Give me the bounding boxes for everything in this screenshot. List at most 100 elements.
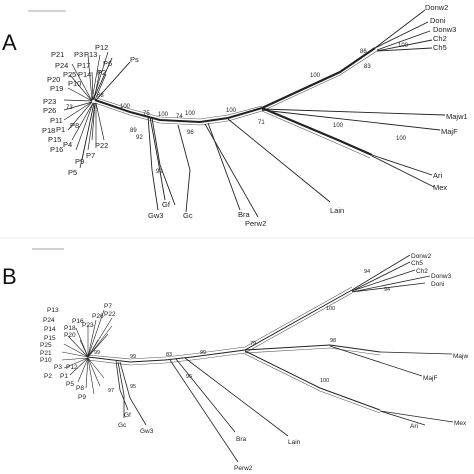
- taxon-label: Lain: [288, 439, 301, 446]
- taxon-label: P3: [54, 364, 62, 371]
- support-value: 92: [136, 135, 143, 141]
- taxon-label: P2: [97, 68, 106, 77]
- backbone-b: [87, 286, 381, 414]
- taxon-label: P22: [95, 141, 108, 150]
- taxon-label: Gw3: [148, 211, 163, 220]
- taxon-label: P24: [55, 61, 68, 70]
- taxon-label: Doni: [431, 281, 444, 288]
- taxon-label: P13: [84, 50, 97, 59]
- support-value: 100: [185, 111, 196, 117]
- support-value: 89: [130, 128, 137, 134]
- taxon-label: P12: [95, 43, 108, 52]
- taxon-label: P26: [43, 106, 56, 115]
- taxon-label: Donw3: [431, 273, 452, 280]
- taxon-label: Perw2: [245, 219, 266, 228]
- backbone-a: [94, 47, 378, 159]
- taxon-label: P6: [103, 59, 112, 68]
- support-value: 71: [258, 120, 265, 126]
- taxon-label: P8: [76, 385, 84, 392]
- taxon-label: Donw2: [411, 253, 432, 260]
- taxon-label: P20: [47, 75, 60, 84]
- taxon-label: P19: [50, 84, 63, 93]
- taxon-label: P22: [104, 311, 116, 318]
- taxon-label: Ch2: [433, 34, 447, 43]
- support-value: 99: [130, 354, 136, 360]
- taxon-label: Mex: [454, 420, 467, 427]
- support-values-a: 88 100 75 100 74 100 100 71 89 92 99 96 …: [66, 43, 409, 175]
- taxon-label: P1: [56, 125, 65, 134]
- taxon-label: Bra: [236, 436, 247, 443]
- support-value: 83: [364, 64, 371, 70]
- taxon-label: Doni: [430, 16, 446, 25]
- taxon-label: P23: [82, 322, 94, 329]
- taxon-label: P20: [64, 332, 76, 339]
- support-value: 79: [250, 341, 256, 347]
- taxon-label: P7: [86, 151, 95, 160]
- taxon-label: Ch2: [416, 268, 428, 275]
- support-value: 100: [310, 73, 321, 79]
- taxon-label: P3: [74, 50, 83, 59]
- taxon-label: P10: [68, 79, 81, 88]
- taxon-label: Gf: [124, 412, 131, 419]
- taxon-label: P26: [92, 313, 104, 320]
- taxon-labels-b: P13 P7 P22 P26 P24 P16 P14 P18 P23 P15 P…: [40, 253, 468, 472]
- taxon-label: Perw2: [234, 465, 253, 472]
- right-tips-a: [261, 9, 446, 188]
- taxon-label: P1: [60, 373, 68, 380]
- taxon-label: P5: [68, 168, 77, 177]
- panel-b: B: [2, 248, 468, 472]
- taxon-label: P8: [70, 121, 79, 130]
- taxon-label: P11: [50, 116, 63, 125]
- taxon-label: P21: [40, 350, 52, 357]
- support-values-b: 99 99 83 99 79 98 100 97 95 96 100 94 94: [94, 269, 390, 394]
- taxon-label: P24: [43, 317, 55, 324]
- panel-a-letter: A: [2, 30, 17, 55]
- taxon-label: P14: [78, 70, 91, 79]
- taxon-label: MajF: [441, 127, 458, 136]
- left-star-b: [61, 309, 113, 395]
- taxon-label: P17: [77, 61, 90, 70]
- support-value: 75: [143, 111, 150, 117]
- support-value: 83: [166, 352, 172, 358]
- support-value: 100: [158, 112, 169, 118]
- panel-a: A: [2, 3, 468, 228]
- taxon-labels-a: P12 P3 P13 P21 P24 P17 P6 P20 P25 P14 P2…: [42, 3, 468, 228]
- support-value: 100: [398, 43, 409, 49]
- taxon-label: Ari: [433, 171, 443, 180]
- taxon-label: Lain: [330, 206, 344, 215]
- taxon-label: P2: [44, 373, 52, 380]
- taxon-label: Majw1: [446, 112, 468, 121]
- taxon-label: P23: [43, 97, 56, 106]
- taxon-label: P18: [64, 325, 76, 332]
- taxon-label: Majw: [453, 353, 468, 360]
- support-value: 95: [130, 384, 136, 390]
- support-value: 99: [94, 350, 100, 356]
- right-tips-b: [329, 254, 454, 426]
- support-value: 88: [97, 93, 104, 99]
- taxon-label: P25: [40, 342, 52, 349]
- taxon-label: MajF: [423, 375, 437, 382]
- support-value: 100: [226, 108, 237, 114]
- taxon-label: Gw3: [140, 428, 154, 435]
- support-value: 99: [156, 169, 163, 175]
- taxon-label: Bra: [238, 210, 251, 219]
- taxon-label: P15: [48, 135, 61, 144]
- support-value: 100: [120, 104, 131, 110]
- taxon-label: Ari: [410, 423, 418, 430]
- support-value: 73: [66, 105, 73, 111]
- taxon-label: Ch5: [411, 260, 423, 267]
- taxon-label: P14: [44, 326, 56, 333]
- taxon-label: P4: [63, 140, 72, 149]
- support-value: 98: [330, 338, 336, 344]
- lower-tips-b: [115, 357, 289, 463]
- support-value: 97: [108, 388, 114, 394]
- taxon-label: P21: [51, 50, 64, 59]
- taxon-label: Gf: [162, 200, 171, 209]
- support-value: 86: [360, 49, 367, 55]
- taxon-label: P13: [47, 307, 59, 314]
- support-value: 100: [320, 378, 329, 384]
- taxon-label: P9: [75, 157, 84, 166]
- taxon-label: Donw2: [425, 3, 448, 12]
- support-value: 94: [384, 287, 390, 293]
